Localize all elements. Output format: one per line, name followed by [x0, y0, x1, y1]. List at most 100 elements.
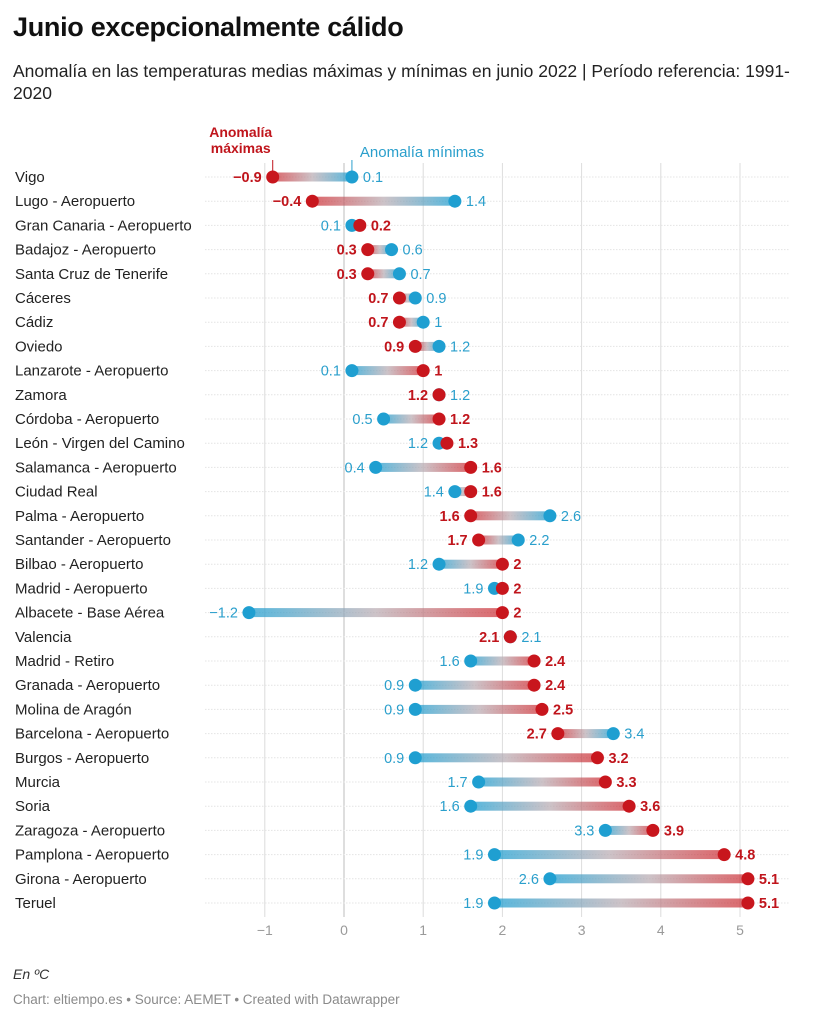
dot-max [408, 339, 422, 353]
range-bar [478, 777, 606, 787]
data-row: Cádiz 0.7 1 [15, 314, 790, 331]
data-row: Lanzarote - Aeropuerto 1 0.1 [15, 363, 790, 380]
value-label-max: 0.3 [337, 267, 357, 283]
data-row: Vigo −0.9 0.1 [15, 169, 790, 186]
range-bar [351, 366, 424, 376]
dot-min [345, 170, 359, 184]
value-label-min: 0.7 [410, 267, 430, 283]
dot-max [432, 388, 446, 402]
range-bar [470, 656, 535, 666]
data-row: Zamora 1.2 1.2 [15, 387, 790, 404]
category-label: Murcia [15, 774, 61, 791]
range-bar [549, 874, 748, 884]
value-label-max: −0.4 [273, 194, 302, 210]
x-axis: −1 0 1 2 3 4 5 [257, 922, 744, 938]
value-label-min: 1.6 [440, 654, 460, 670]
value-label-max: 4.8 [735, 848, 755, 864]
value-label-min: −1.2 [209, 606, 238, 622]
category-label: Zaragoza - Aeropuerto [15, 822, 165, 839]
range-bar [399, 317, 424, 327]
dot-min [448, 194, 462, 208]
value-label-min: 3.3 [574, 823, 594, 839]
dot-min [487, 896, 501, 910]
dot-min [242, 606, 256, 620]
range-bar [557, 729, 614, 739]
value-label-max: 3.2 [608, 751, 628, 767]
range-bar [415, 680, 535, 690]
value-label-max: 0.9 [384, 339, 404, 355]
dot-max [741, 896, 755, 910]
dot-min [464, 799, 478, 813]
value-label-max: 3.3 [616, 775, 636, 791]
value-label-max: 2.7 [527, 727, 547, 743]
value-label-max: 0.2 [371, 218, 391, 234]
dot-max [305, 194, 319, 208]
data-row: Molina de Aragón 2.5 0.9 [15, 701, 790, 718]
value-label-min: 2.6 [519, 872, 539, 888]
data-row: Madrid - Retiro 2.4 1.6 [15, 653, 790, 670]
value-label-max: 1.6 [482, 485, 502, 501]
data-row: Murcia 3.3 1.7 [15, 774, 790, 791]
value-label-min: 0.1 [321, 218, 341, 234]
category-label: Ciudad Real [15, 484, 98, 501]
dot-max [361, 267, 375, 281]
data-row: Barcelona - Aeropuerto 2.7 3.4 [15, 726, 790, 743]
dot-min [487, 848, 501, 862]
category-label: Granada - Aeropuerto [15, 677, 160, 694]
dot-max [527, 654, 541, 668]
x-tick-label: 0 [340, 922, 348, 938]
x-tick-label: 5 [736, 922, 744, 938]
chart-credits: Chart: eltiempo.es • Source: AEMET • Cre… [13, 992, 400, 1007]
dot-min [511, 533, 525, 547]
value-label-max: 0.3 [337, 243, 357, 259]
rows-layer: Vigo −0.9 0.1 Lugo - Aeropuerto −0.4 1.4 Gran … [15, 169, 790, 912]
value-label-min: 1.2 [450, 388, 470, 404]
category-label: Palma - Aeropuerto [15, 508, 144, 525]
data-row: Bilbao - Aeropuerto 2 1.2 [15, 556, 790, 573]
range-bar [272, 172, 352, 182]
category-label: Bilbao - Aeropuerto [15, 556, 143, 573]
data-row: Albacete - Base Aérea 2 −1.2 [15, 605, 790, 622]
value-label-max: 5.1 [759, 896, 779, 912]
data-row: Pamplona - Aeropuerto 4.8 1.9 [15, 847, 790, 864]
data-row: Burgos - Aeropuerto 3.2 0.9 [15, 750, 790, 767]
dot-min [416, 315, 430, 329]
dot-max [266, 170, 280, 184]
dot-max [495, 581, 509, 595]
dot-max [432, 412, 446, 426]
dot-min [448, 485, 462, 499]
range-bar [439, 559, 503, 569]
data-row: Ciudad Real 1.6 1.4 [15, 484, 790, 501]
category-label: Lugo - Aeropuerto [15, 193, 135, 210]
category-label: Lanzarote - Aeropuerto [15, 363, 168, 380]
value-label-max: 0.7 [368, 291, 388, 307]
range-bar [383, 414, 440, 424]
value-label-max: 3.9 [664, 823, 684, 839]
category-label: Cáceres [15, 290, 71, 307]
dot-max [464, 509, 478, 523]
value-label-min: 3.4 [624, 727, 644, 743]
range-bar [470, 801, 630, 811]
value-label-max: 1 [434, 364, 442, 380]
dot-max [416, 364, 430, 378]
category-label: Gran Canaria - Aeropuerto [15, 217, 192, 234]
data-row: Santander - Aeropuerto 1.7 2.2 [15, 532, 790, 549]
value-label-min: 0.1 [321, 364, 341, 380]
annotation-max-label: máximas [211, 140, 271, 156]
value-label-max: 1.2 [450, 412, 470, 428]
value-label-min: 1.4 [424, 485, 444, 501]
data-row: Zaragoza - Aeropuerto 3.9 3.3 [15, 822, 790, 839]
range-bar [415, 341, 440, 351]
range-bar [367, 245, 392, 255]
dot-min [543, 509, 557, 523]
value-label-min: 1 [434, 315, 442, 331]
category-label: Córdoba - Aeropuerto [15, 411, 159, 428]
range-bar [248, 608, 503, 618]
data-row: Madrid - Aeropuerto 2 1.9 [15, 580, 790, 597]
chart-notes: En ºC [13, 966, 50, 982]
dot-min [464, 654, 478, 668]
x-tick-label: 1 [419, 922, 427, 938]
data-row: Teruel 5.1 1.9 [15, 895, 790, 912]
dot-min [408, 291, 422, 305]
